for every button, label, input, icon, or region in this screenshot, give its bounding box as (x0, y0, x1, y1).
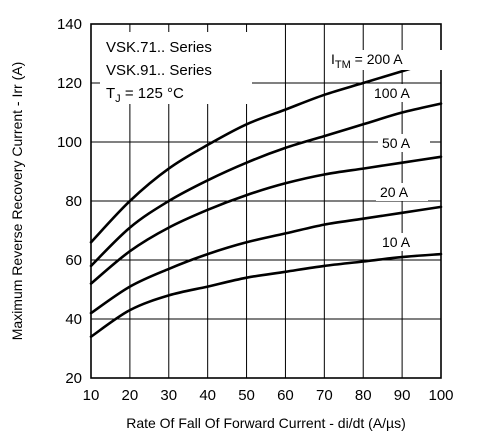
series-curve-10a (89, 252, 443, 338)
series-curve-50a (89, 155, 443, 285)
curve-label-50a: 50 A (382, 135, 411, 151)
curve-labels: ITM = 200 A 100 A 50 A 20 A 10 A (327, 50, 447, 251)
y-tick-label: 40 (65, 311, 82, 328)
y-tick-label: 80 (65, 193, 82, 210)
y-tick-label: 140 (57, 16, 82, 33)
curve-label-backing (378, 134, 430, 152)
curve-label-backing (376, 183, 428, 201)
series-curve-20a (89, 205, 443, 315)
y-axis-label: Maximum Reverse Recovery Current - Irr (… (9, 62, 25, 341)
condition-notes: VSK.71.. Series VSK.91.. Series TJ = 125… (100, 32, 252, 105)
series-note-vsk91: VSK.91.. Series (106, 62, 212, 79)
x-tick-labels: 10 20 30 40 50 60 70 80 90 100 (83, 387, 454, 404)
junction-temperature-note: TJ = 125 °C (106, 85, 184, 105)
x-axis-label: Rate Of Fall Of Forward Current - di/dt … (126, 415, 406, 431)
notes-backing (100, 32, 252, 104)
series-curve-200a (89, 58, 443, 244)
curve-label-backing (378, 233, 430, 251)
x-tick-label: 60 (277, 387, 294, 404)
curve-label-100a: 100 A (374, 85, 410, 101)
series-curve-100a (89, 102, 443, 268)
curve-label-20a: 20 A (380, 184, 409, 200)
x-tick-label: 30 (160, 387, 177, 404)
series-note-vsk71: VSK.71.. Series (106, 39, 212, 56)
y-tick-label: 100 (57, 134, 82, 151)
y-tick-labels: 20 40 60 80 100 120 140 (57, 16, 82, 387)
x-tick-label: 100 (428, 387, 453, 404)
curve-label-10a: 10 A (382, 234, 411, 250)
x-tick-label: 40 (199, 387, 216, 404)
x-tick-label: 90 (394, 387, 411, 404)
x-tick-label: 20 (122, 387, 139, 404)
curve-label-200a: ITM = 200 A (331, 51, 403, 71)
y-tick-label: 20 (65, 370, 82, 387)
y-tick-label: 60 (65, 252, 82, 269)
x-tick-label: 50 (238, 387, 255, 404)
x-tick-label: 80 (355, 387, 372, 404)
curve-label-backing (370, 84, 430, 102)
x-tick-label: 10 (83, 387, 100, 404)
curve-label-backing (327, 50, 447, 70)
x-tick-label: 70 (316, 387, 333, 404)
series-curves (89, 58, 443, 338)
y-tick-label: 120 (57, 75, 82, 92)
plot-frame (90, 23, 442, 379)
